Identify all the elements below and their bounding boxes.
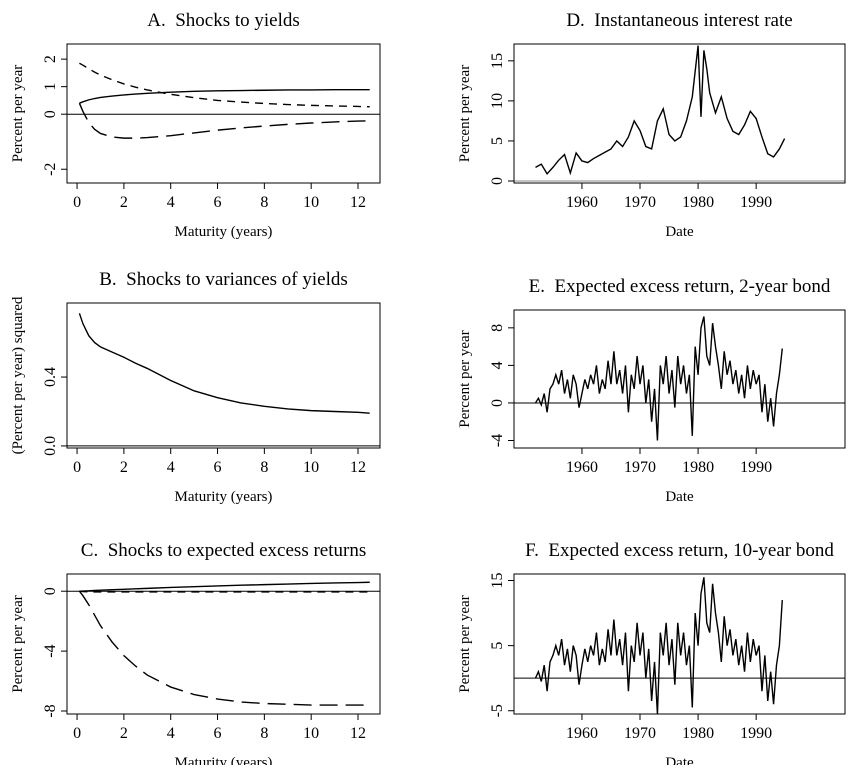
panel-title: D. Instantaneous interest rate (566, 10, 792, 31)
panel: B. Shocks to variances of yields Maturity… (10, 269, 381, 505)
y-tick-label: 0.0 (42, 436, 59, 456)
x-tick-label: 1960 (566, 725, 598, 742)
x-tick-label: 1980 (682, 459, 714, 476)
x-tick-label: 2 (120, 459, 128, 476)
plot-frame (513, 309, 846, 449)
x-tick-label: 4 (167, 459, 175, 476)
x-tick-label: 1970 (624, 459, 656, 476)
y-tick-label: 15 (489, 53, 506, 69)
y-tick-label: 5 (489, 642, 506, 650)
panel-title: B. Shocks to variances of yields (99, 269, 348, 290)
plot-frame (66, 302, 381, 449)
y-axis-label: Percent per year (457, 595, 473, 692)
y-tick-label: -2 (42, 163, 59, 176)
series-line (79, 88, 370, 104)
y-tick-label: 4 (489, 361, 506, 369)
panel: E. Expected excess return, 2-year bond Da… (457, 276, 846, 505)
y-tick-label: 8 (489, 324, 506, 332)
x-tick-label: 1980 (682, 194, 714, 211)
x-tick-label: 1960 (566, 459, 598, 476)
x-tick-label: 1990 (740, 194, 772, 211)
plot-frame (66, 43, 381, 184)
x-axis-label: Date (665, 224, 694, 240)
y-tick-label: 0.4 (42, 367, 59, 387)
y-tick-label: 10 (489, 93, 506, 109)
x-tick-label: 1960 (566, 194, 598, 211)
y-tick-label: 15 (489, 573, 506, 589)
x-tick-label: 1970 (624, 725, 656, 742)
x-axis-label: Maturity (years) (175, 755, 273, 765)
x-tick-label: 10 (303, 459, 319, 476)
y-tick-label: 0 (42, 110, 59, 118)
y-axis-label: Percent per year (457, 65, 473, 162)
x-tick-label: 1980 (682, 725, 714, 742)
series-line (79, 62, 370, 108)
y-axis-label: Percent per year (10, 65, 26, 162)
x-axis-label: Date (665, 489, 694, 505)
x-tick-label: 12 (350, 725, 366, 742)
panel: F. Expected excess return, 10-year bond D… (457, 540, 846, 770)
series-line (78, 313, 370, 414)
y-tick-label: -4 (42, 644, 59, 657)
y-tick-label: -4 (489, 434, 506, 447)
y-axis-label: (Percent per year) squared (10, 296, 26, 454)
x-tick-label: 10 (303, 194, 319, 211)
y-tick-label: 1 (42, 83, 59, 91)
y-tick-label: 0 (42, 587, 59, 595)
x-tick-label: 1990 (740, 459, 772, 476)
x-tick-label: 6 (214, 725, 222, 742)
x-axis-label: Maturity (years) (175, 224, 273, 240)
x-tick-label: 6 (214, 194, 222, 211)
series-line (534, 577, 783, 715)
panel-title: C. Shocks to expected excess returns (81, 540, 366, 561)
y-axis-label: Percent per year (10, 595, 26, 692)
plot-frame (513, 43, 846, 184)
x-tick-label: 12 (350, 459, 366, 476)
x-tick-label: 2 (120, 194, 128, 211)
series-line (79, 581, 370, 592)
x-tick-label: 10 (303, 725, 319, 742)
series-line (534, 316, 783, 441)
panel-title: F. Expected excess return, 10-year bond (525, 540, 834, 561)
x-tick-label: 12 (350, 194, 366, 211)
x-tick-label: 2 (120, 725, 128, 742)
x-tick-label: 0 (73, 725, 81, 742)
x-tick-label: 1990 (740, 725, 772, 742)
y-tick-label: 0 (489, 177, 506, 185)
panel-title: A. Shocks to yields (147, 10, 300, 31)
x-tick-label: 0 (73, 194, 81, 211)
panel: D. Instantaneous interest rate Date Percen… (457, 10, 846, 240)
y-tick-label: 5 (489, 137, 506, 145)
plot-frame (513, 573, 846, 715)
series-line (535, 45, 786, 176)
x-tick-label: 4 (167, 725, 175, 742)
panel: A. Shocks to yields Maturity (years) Perce… (10, 10, 381, 240)
panel: C. Shocks to expected excess returns Matu… (10, 540, 381, 770)
plot-frame (66, 573, 381, 715)
x-tick-label: 6 (214, 459, 222, 476)
x-axis-label: Maturity (years) (175, 489, 273, 505)
x-tick-label: 4 (167, 194, 175, 211)
x-axis-label: Date (665, 755, 694, 765)
series-line (78, 102, 370, 139)
series-line (79, 590, 370, 593)
x-tick-label: 8 (260, 459, 268, 476)
y-tick-label: 0 (489, 399, 506, 407)
y-tick-label: 2 (42, 55, 59, 63)
x-tick-label: 8 (260, 194, 268, 211)
y-axis-label: Percent per year (457, 330, 473, 427)
x-tick-label: 8 (260, 725, 268, 742)
series-line (78, 590, 370, 706)
x-tick-label: 0 (73, 459, 81, 476)
x-tick-label: 1970 (624, 194, 656, 211)
y-tick-label: -5 (489, 704, 506, 717)
panel-title: E. Expected excess return, 2-year bond (529, 276, 831, 297)
y-tick-label: -8 (42, 704, 59, 717)
